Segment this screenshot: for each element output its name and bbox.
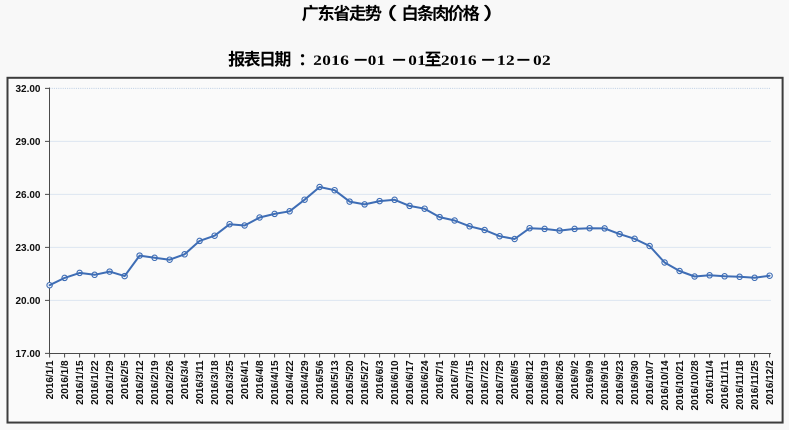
svg-text:2016/11/25: 2016/11/25 bbox=[750, 360, 761, 410]
svg-text:2016/1/1: 2016/1/1 bbox=[45, 360, 56, 399]
svg-text:29.00: 29.00 bbox=[15, 137, 40, 148]
svg-text:2016/8/5: 2016/8/5 bbox=[510, 360, 521, 399]
svg-text:2016/2/5: 2016/2/5 bbox=[120, 360, 131, 399]
svg-text:2016/4/1: 2016/4/1 bbox=[240, 360, 251, 399]
svg-text:2016/8/12: 2016/8/12 bbox=[525, 360, 536, 405]
svg-text:2016/6/10: 2016/6/10 bbox=[390, 360, 401, 405]
svg-text:2016/11/18: 2016/11/18 bbox=[735, 360, 746, 410]
svg-text:2016/1/22: 2016/1/22 bbox=[90, 360, 101, 405]
svg-text:2016/11/4: 2016/11/4 bbox=[705, 360, 716, 404]
svg-text:2016/7/22: 2016/7/22 bbox=[480, 360, 491, 405]
svg-text:2016/5/6: 2016/5/6 bbox=[315, 360, 326, 399]
svg-text:2016/7/8: 2016/7/8 bbox=[450, 360, 461, 399]
svg-text:2016/10/28: 2016/10/28 bbox=[690, 360, 701, 410]
svg-text:2016/1/15: 2016/1/15 bbox=[75, 360, 86, 405]
svg-text:2016/6/17: 2016/6/17 bbox=[405, 360, 416, 405]
svg-text:2016/6/24: 2016/6/24 bbox=[420, 360, 431, 405]
svg-text:2016/2/12: 2016/2/12 bbox=[135, 360, 146, 405]
svg-text:2016/4/8: 2016/4/8 bbox=[255, 360, 266, 399]
svg-text:2016/10/21: 2016/10/21 bbox=[675, 360, 686, 410]
svg-text:2016/5/20: 2016/5/20 bbox=[345, 360, 356, 405]
svg-text:2016/11/11: 2016/11/11 bbox=[720, 360, 731, 409]
svg-text:2016/9/16: 2016/9/16 bbox=[600, 360, 611, 405]
svg-text:2016/12/2: 2016/12/2 bbox=[765, 360, 776, 405]
svg-text:26.00: 26.00 bbox=[15, 190, 40, 201]
svg-text:2016/2/19: 2016/2/19 bbox=[150, 360, 161, 405]
svg-text:2016/10/7: 2016/10/7 bbox=[645, 360, 656, 405]
svg-text:17.00: 17.00 bbox=[15, 349, 40, 360]
svg-text:2016/7/15: 2016/7/15 bbox=[465, 360, 476, 405]
svg-text:2016/9/2: 2016/9/2 bbox=[570, 360, 581, 399]
svg-text:2016/4/22: 2016/4/22 bbox=[285, 360, 296, 405]
svg-text:2016/7/1: 2016/7/1 bbox=[435, 360, 446, 399]
svg-text:2016/1/29: 2016/1/29 bbox=[105, 360, 116, 405]
svg-text:2016/8/19: 2016/8/19 bbox=[540, 360, 551, 405]
svg-text:23.00: 23.00 bbox=[15, 243, 40, 254]
svg-text:2016/4/15: 2016/4/15 bbox=[270, 360, 281, 405]
svg-text:2016/3/11: 2016/3/11 bbox=[195, 360, 206, 404]
svg-text:2016/3/25: 2016/3/25 bbox=[225, 360, 236, 405]
svg-text:2016/6/3: 2016/6/3 bbox=[375, 360, 386, 399]
svg-text:2016/7/29: 2016/7/29 bbox=[495, 360, 506, 405]
svg-text:2016/9/23: 2016/9/23 bbox=[615, 360, 626, 405]
svg-text:2016/1/8: 2016/1/8 bbox=[60, 360, 71, 399]
svg-text:20.00: 20.00 bbox=[15, 296, 40, 307]
svg-text:2016/5/27: 2016/5/27 bbox=[360, 360, 371, 405]
svg-text:2016/3/4: 2016/3/4 bbox=[180, 360, 191, 399]
svg-text:2016/8/26: 2016/8/26 bbox=[555, 360, 566, 405]
svg-text:2016/9/9: 2016/9/9 bbox=[585, 360, 596, 399]
svg-text:32.00: 32.00 bbox=[15, 84, 40, 95]
svg-text:2016/3/18: 2016/3/18 bbox=[210, 360, 221, 405]
svg-text:2016/4/29: 2016/4/29 bbox=[300, 360, 311, 405]
svg-text:2016/5/13: 2016/5/13 bbox=[330, 360, 341, 405]
svg-text:2016/9/30: 2016/9/30 bbox=[630, 360, 641, 405]
svg-text:2016/10/14: 2016/10/14 bbox=[660, 360, 671, 410]
svg-text:2016/2/26: 2016/2/26 bbox=[165, 360, 176, 405]
